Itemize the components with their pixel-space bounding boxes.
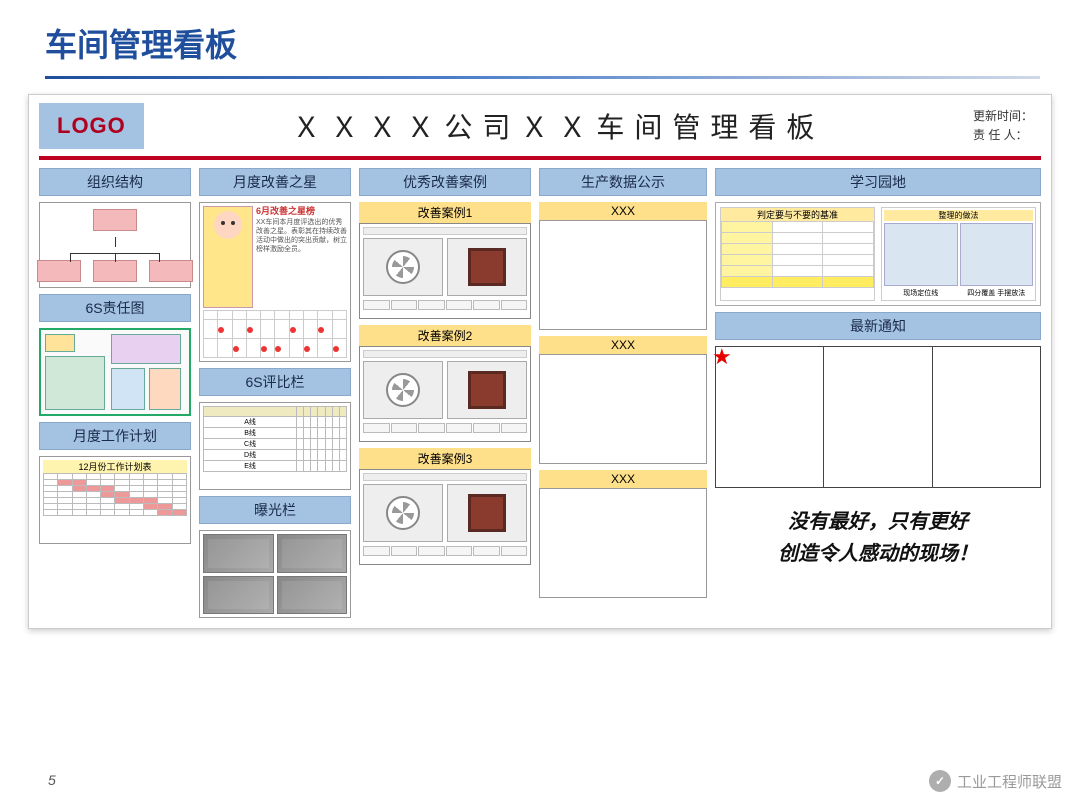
col-a: 组织结构 6S责任图 月度工作计划 12 (39, 168, 191, 618)
case-1-hdr: 改善案例1 (359, 202, 531, 223)
case-2-hdr: 改善案例2 (359, 325, 531, 346)
expo-photo-2 (277, 534, 348, 573)
gantt-subtitle: 12月份工作计划表 (43, 460, 187, 473)
panel-6s-map (39, 328, 191, 416)
case-1-body (359, 223, 531, 319)
org-child-3 (149, 260, 193, 282)
star-text: 6月改善之星榜 XX车间本月度评选出的优秀改善之星。表彰其在持续改善活动中做出的… (256, 206, 347, 308)
logo-box: LOGO (39, 103, 144, 149)
red-divider (39, 156, 1041, 160)
hdr-notice: 最新通知 (715, 312, 1041, 340)
col-d: 生产数据公示 XXX XXX XXX (539, 168, 707, 618)
tile-icon (468, 494, 506, 532)
case-3-hdr: 改善案例3 (359, 448, 531, 469)
data-1: XXX (539, 202, 707, 330)
col-b: 月度改善之星 6月改善之星榜 XX车间本月度评选出的优秀改善之星。表彰其在持续改… (199, 168, 351, 618)
hdr-6s-map: 6S责任图 (39, 294, 191, 322)
watermark-icon: ✓ (929, 770, 951, 792)
star-red-title: 6月改善之星榜 (256, 206, 347, 218)
meta-update-time: 更新时间： (973, 107, 1033, 126)
org-conn (115, 237, 116, 247)
board-main-title: ＸＸＸＸ公司ＸＸ车间管理看板 (156, 106, 961, 146)
board-grid: 组织结构 6S责任图 月度工作计划 12 (39, 168, 1041, 618)
hdr-6s-eval: 6S评比栏 (199, 368, 351, 396)
panel-learning: 判定要与不要的基准 整理的做法 现场定位线 (715, 202, 1041, 306)
case-1: 改善案例1 (359, 202, 531, 319)
expo-photo-3 (203, 576, 274, 615)
data-2-hdr: XXX (539, 336, 707, 354)
slogan-line-2: 创造令人感动的现场！ (715, 538, 1041, 570)
panel-org-chart (39, 202, 191, 288)
data-1-hdr: XXX (539, 202, 707, 220)
board-header: LOGO ＸＸＸＸ公司ＸＸ车间管理看板 更新时间： 责 任 人： (39, 103, 1041, 153)
slogan-line-1: 没有最好，只有更好 (715, 506, 1041, 538)
hdr-month-plan: 月度工作计划 (39, 422, 191, 450)
org-child-1 (37, 260, 81, 282)
slide-title: 车间管理看板 (0, 0, 1080, 76)
notice-col-1 (716, 347, 824, 487)
panel-star: 6月改善之星榜 XX车间本月度评选出的优秀改善之星。表彰其在持续改善活动中做出的… (199, 202, 351, 362)
data-3-hdr: XXX (539, 470, 707, 488)
fan-icon (386, 250, 420, 284)
star-icon: ★ (712, 344, 732, 370)
org-top-box (93, 209, 137, 231)
data-2: XXX (539, 336, 707, 464)
notice-col-2 (824, 347, 932, 487)
org-row (37, 260, 193, 282)
col-e: 学习园地 判定要与不要的基准 整理的做法 (715, 168, 1041, 618)
hdr-prod-data: 生产数据公示 (539, 168, 707, 196)
learn-right-title: 整理的做法 (884, 210, 1033, 221)
management-board: LOGO ＸＸＸＸ公司ＸＸ车间管理看板 更新时间： 责 任 人： 组织结构 6S… (28, 94, 1052, 629)
watermark-text: 工业工程师联盟 (957, 771, 1062, 792)
learn-thumb-2 (960, 223, 1034, 286)
learn-cap-1: 现场定位线 (884, 288, 958, 298)
data-2-box (539, 354, 707, 464)
gantt-table (43, 473, 187, 516)
org-child-2 (93, 260, 137, 282)
org-hline (70, 253, 160, 254)
title-underline (45, 76, 1040, 79)
hdr-learning: 学习园地 (715, 168, 1041, 196)
hdr-org: 组织结构 (39, 168, 191, 196)
panel-month-plan: 12月份工作计划表 (39, 456, 191, 544)
learn-left-table (721, 221, 874, 288)
data-3: XXX (539, 470, 707, 598)
hdr-cases: 优秀改善案例 (359, 168, 531, 196)
panel-exposure (199, 530, 351, 618)
panel-notice: ★ (715, 346, 1041, 488)
hdr-star: 月度改善之星 (199, 168, 351, 196)
watermark: ✓ 工业工程师联盟 (929, 770, 1062, 792)
case-2-body (359, 346, 531, 442)
page-number: 5 (48, 772, 56, 788)
learn-left-title: 判定要与不要的基准 (721, 208, 874, 221)
case-2: 改善案例2 (359, 325, 531, 442)
panel-6s-eval: A线 B线 C线 D线 E线 (199, 402, 351, 490)
learn-left: 判定要与不要的基准 (720, 207, 875, 301)
board-meta: 更新时间： 责 任 人： (973, 107, 1041, 145)
learn-right: 整理的做法 现场定位线 四分覆盖 手摆放法 (881, 207, 1036, 301)
data-3-box (539, 488, 707, 598)
data-1-box (539, 220, 707, 330)
face-icon (214, 211, 242, 239)
expo-photo-1 (203, 534, 274, 573)
star-dot-table (203, 310, 347, 358)
learn-thumb-1 (884, 223, 958, 286)
notice-col-3 (933, 347, 1040, 487)
star-portrait (203, 206, 253, 308)
expo-photo-4 (277, 576, 348, 615)
eval-table: A线 B线 C线 D线 E线 (203, 406, 347, 472)
meta-owner: 责 任 人： (973, 126, 1033, 145)
case-3: 改善案例3 (359, 448, 531, 565)
col-c: 优秀改善案例 改善案例1 改善案例2 改善案例3 (359, 168, 531, 618)
slogan: 没有最好，只有更好 创造令人感动的现场！ (715, 506, 1041, 570)
hdr-exposure: 曝光栏 (199, 496, 351, 524)
star-desc: XX车间本月度评选出的优秀改善之星。表彰其在持续改善活动中做出的突出贡献，树立榜… (256, 218, 347, 254)
learn-cap-2: 四分覆盖 手摆放法 (960, 288, 1034, 298)
tile-icon (468, 371, 506, 409)
fan-icon (386, 496, 420, 530)
case-3-body (359, 469, 531, 565)
fan-icon (386, 373, 420, 407)
tile-icon (468, 248, 506, 286)
